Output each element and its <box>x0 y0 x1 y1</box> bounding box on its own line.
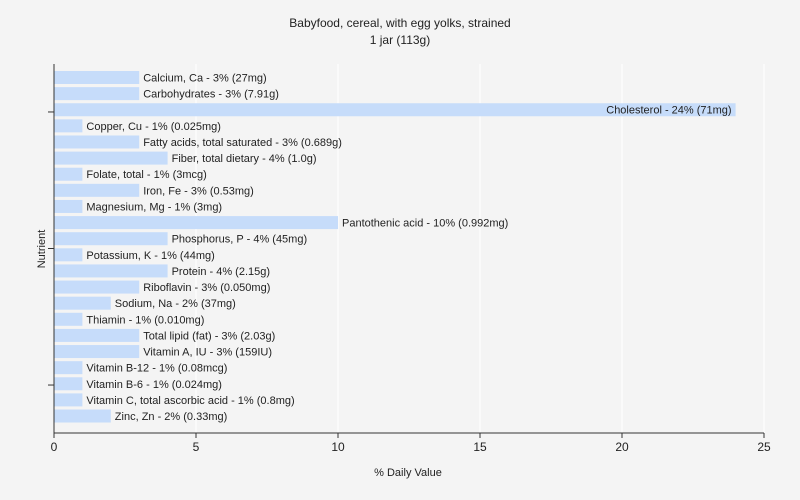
bar-label: Carbohydrates - 3% (7.91g) <box>143 89 279 101</box>
x-tick-label: 20 <box>615 440 629 454</box>
bar-label: Fiber, total dietary - 4% (1.0g) <box>172 153 317 165</box>
x-axis-ticks: 0 5 10 15 20 25 <box>51 433 771 454</box>
chart-subtitle: 1 jar (113g) <box>370 33 430 47</box>
bar-label: Total lipid (fat) - 3% (2.03g) <box>143 330 275 342</box>
bar <box>54 135 140 149</box>
bar-label: Magnesium, Mg - 1% (3mg) <box>86 201 222 213</box>
x-tick-label: 5 <box>193 440 200 454</box>
chart-title: Babyfood, cereal, with egg yolks, strain… <box>289 16 510 30</box>
bar <box>54 87 140 101</box>
bar-label: Vitamin B-12 - 1% (0.08mcg) <box>86 363 227 375</box>
x-tick-label: 10 <box>331 440 345 454</box>
bar <box>54 167 83 181</box>
bar <box>54 232 168 246</box>
bar-label: Cholesterol - 24% (71mg) <box>606 105 731 117</box>
bar-label: Vitamin B-6 - 1% (0.024mg) <box>86 379 222 391</box>
bar <box>54 296 111 310</box>
bar-label: Iron, Fe - 3% (0.53mg) <box>143 185 254 197</box>
bar-label: Riboflavin - 3% (0.050mg) <box>143 282 270 294</box>
x-axis-label: % Daily Value <box>374 467 442 479</box>
bar <box>54 71 140 84</box>
bar <box>54 151 168 165</box>
axes <box>48 64 764 434</box>
bar <box>54 183 140 197</box>
y-axis-label: Nutrient <box>36 230 48 269</box>
bar-label: Vitamin C, total ascorbic acid - 1% (0.8… <box>86 395 294 407</box>
bar <box>54 393 83 407</box>
bar <box>54 264 168 278</box>
bar <box>54 199 83 213</box>
bar-label: Folate, total - 1% (3mcg) <box>86 169 206 181</box>
bar-label: Zinc, Zn - 2% (0.33mg) <box>115 411 227 423</box>
x-tick-label: 15 <box>473 440 487 454</box>
bar <box>54 361 83 375</box>
bar-label: Vitamin A, IU - 3% (159IU) <box>143 347 272 359</box>
x-tick-label: 25 <box>757 440 771 454</box>
bar-label: Thiamin - 1% (0.010mg) <box>86 314 204 326</box>
bar <box>54 119 83 133</box>
bar-label: Sodium, Na - 2% (37mg) <box>115 298 236 310</box>
bar <box>54 409 111 423</box>
bar-label: Copper, Cu - 1% (0.025mg) <box>86 121 221 133</box>
bar <box>54 248 83 262</box>
bar <box>54 312 83 326</box>
bar <box>54 345 140 359</box>
bar-label: Protein - 4% (2.15g) <box>172 266 270 278</box>
gridlines <box>195 64 765 433</box>
bar-label: Phosphorus, P - 4% (45mg) <box>172 234 308 246</box>
bar <box>54 377 83 391</box>
x-tick-label: 0 <box>51 440 58 454</box>
bar <box>54 103 736 117</box>
bar-label: Pantothenic acid - 10% (0.992mg) <box>342 218 508 230</box>
bar <box>54 216 338 230</box>
bar <box>54 328 140 342</box>
bar-label: Fatty acids, total saturated - 3% (0.689… <box>143 137 342 149</box>
bar-label: Calcium, Ca - 3% (27mg) <box>143 73 266 85</box>
bar <box>54 280 140 294</box>
bar-label: Potassium, K - 1% (44mg) <box>86 250 214 262</box>
bars: Calcium, Ca - 3% (27mg) Carbohydrates - 3… <box>54 71 736 423</box>
